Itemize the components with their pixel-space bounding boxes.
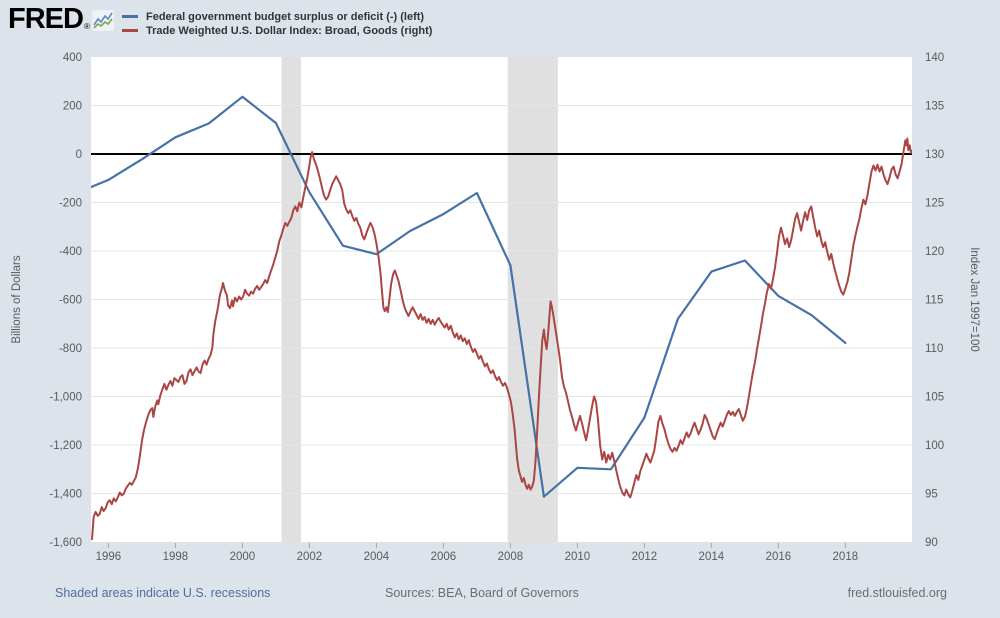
y-axis-left-tick-label: 200	[63, 101, 82, 113]
x-axis-tick-label: 2018	[833, 551, 859, 563]
y-axis-left-tick-label: -200	[59, 198, 82, 210]
x-axis-tick-label: 1998	[163, 551, 189, 563]
y-axis-right-tick-label: 95	[925, 489, 938, 501]
y-axis-left-tick-label: -600	[59, 295, 82, 307]
y-axis-right-tick-label: 115	[925, 295, 943, 307]
dollar-series-swatch	[122, 29, 138, 32]
y-axis-left-tick-label: -1,200	[49, 440, 82, 452]
fred-logo[interactable]: FRED ®	[8, 4, 114, 34]
legend-item-dollar-index[interactable]: Trade Weighted U.S. Dollar Index: Broad,…	[122, 24, 432, 37]
y-axis-right-tick-label: 140	[925, 52, 944, 64]
budget-series-swatch	[122, 15, 138, 18]
x-axis-tick-label: 2016	[766, 551, 792, 563]
y-axis-right-tick-label: 105	[925, 392, 944, 404]
x-axis-tick-label: 2014	[699, 551, 725, 563]
y-axis-left-tick-label: -800	[59, 343, 82, 355]
recession-shading-note-link[interactable]: Shaded areas indicate U.S. recessions	[55, 586, 271, 600]
y-axis-right-tick-label: 125	[925, 198, 944, 210]
dollar-index-line	[91, 137, 912, 541]
budget-deficit-line	[91, 95, 847, 498]
legend: Federal government budget surplus or def…	[122, 10, 432, 38]
legend-item-budget-deficit[interactable]: Federal government budget surplus or def…	[122, 10, 432, 23]
x-axis-tick-label: 1996	[96, 551, 122, 563]
y-axis-right-tick-label: 135	[925, 101, 944, 113]
left-axis-title: Billions of Dollars	[11, 255, 23, 343]
y-axis-right-tick-label: 110	[925, 343, 943, 355]
chart-plot-area[interactable]: 1996 1998 2000 2002 2004 2006 2008 2010 2012 2014…	[0, 0, 1000, 575]
y-axis-right-tick-label: 100	[925, 440, 944, 452]
y-axis-left-tick-label: -400	[59, 246, 82, 258]
x-axis-tick-label: 2012	[632, 551, 658, 563]
x-axis-tick-label: 2000	[230, 551, 256, 563]
dollar-series-label: Trade Weighted U.S. Dollar Index: Broad,…	[146, 24, 433, 37]
budget-series-label: Federal government budget surplus or def…	[146, 10, 425, 23]
y-axis-left-tick-label: -1,400	[49, 489, 82, 501]
y-axis-right-tick-label: 120	[925, 246, 944, 258]
y-axis-left-tick-label: 400	[63, 52, 82, 64]
fred-sparkline-icon	[91, 10, 114, 31]
right-axis-title: Index Jan 1997=100	[968, 247, 980, 352]
x-axis-tick-label: 2008	[498, 551, 524, 563]
y-axis-right-tick-label: 90	[925, 537, 938, 549]
y-axis-left-tick-label: -1,600	[49, 537, 82, 549]
fred-url-link[interactable]: fred.stlouisfed.org	[847, 586, 947, 600]
x-axis-tick-label: 2006	[431, 551, 457, 563]
fred-logo-text: FRED	[8, 3, 84, 35]
registered-trademark-icon: ®	[83, 22, 90, 31]
y-axis-left-tick-label: 0	[76, 149, 82, 161]
sources-text: Sources: BEA, Board of Governors	[385, 586, 579, 600]
x-axis-tick-label: 2010	[565, 551, 591, 563]
y-axis-left-tick-label: -1,000	[49, 392, 82, 404]
x-axis-tick-label: 2004	[364, 551, 390, 563]
x-axis-tick-label: 2002	[297, 551, 323, 563]
y-axis-right-tick-label: 130	[925, 149, 944, 161]
